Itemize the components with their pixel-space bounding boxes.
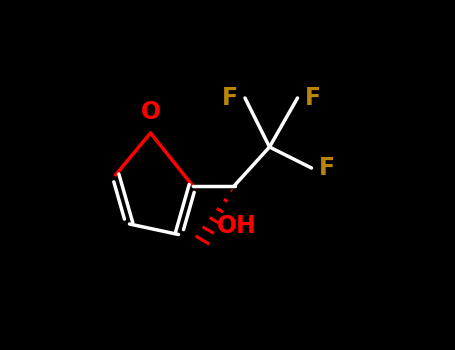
Text: O: O [141, 100, 161, 124]
Text: OH: OH [217, 214, 257, 238]
Text: F: F [222, 86, 238, 110]
Text: F: F [318, 156, 334, 180]
Text: F: F [304, 86, 321, 110]
